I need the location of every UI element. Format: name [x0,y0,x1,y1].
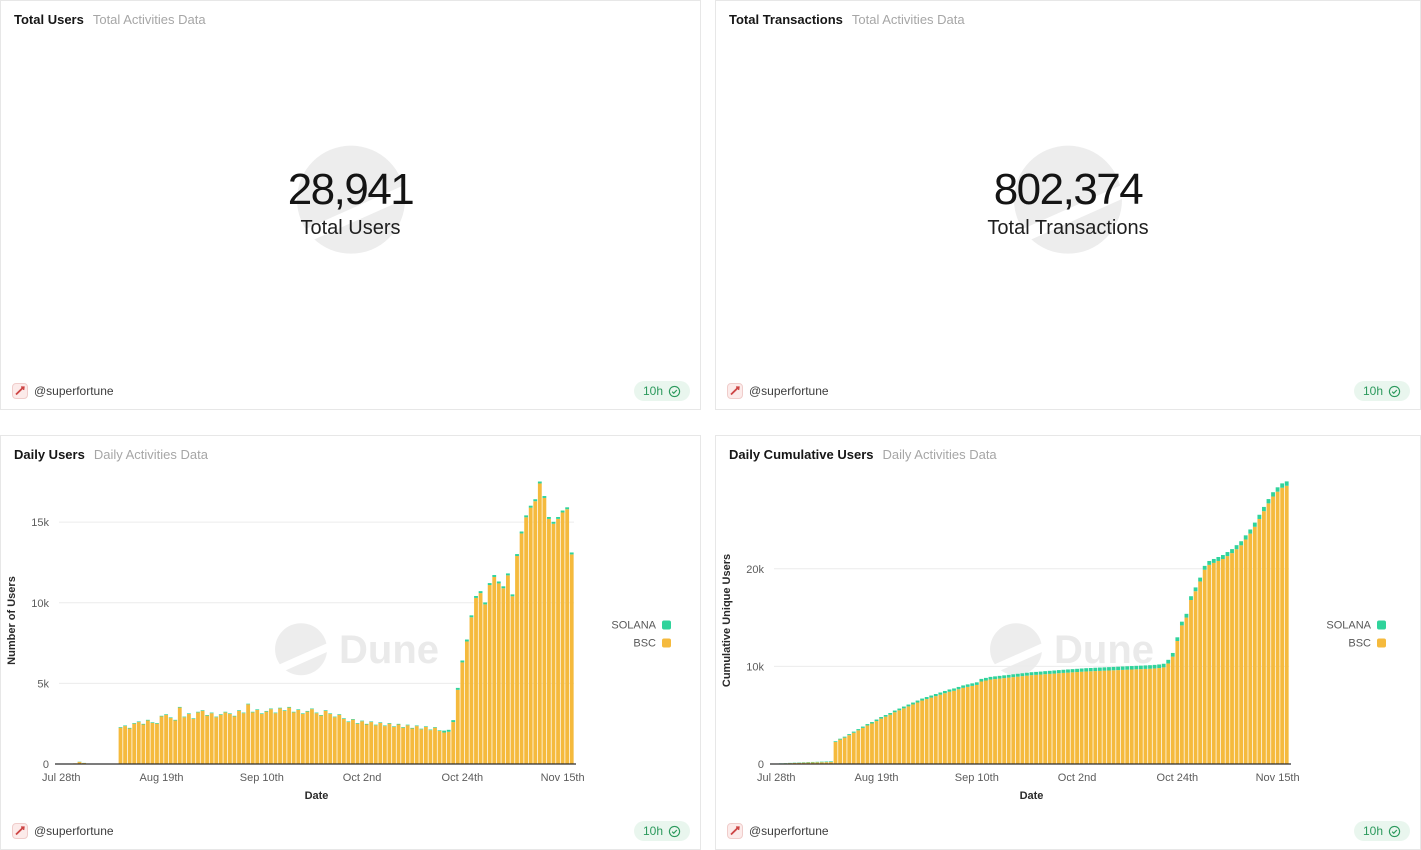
widget-header: Total Users Total Activities Data [1,1,700,32]
widget-daily-users: Daily Users Daily Activities Data Dune 0 5… [0,435,701,850]
daily-cumulative-users-bar-chart[interactable]: Dune 0 10k 20k Jul 28th Aug 19th Sep 10th Oct 2… [716,467,1415,812]
widget-title-link[interactable]: Total Users [14,12,84,27]
author-link[interactable]: @superfortune [12,383,114,399]
author-handle: @superfortune [34,824,114,838]
author-avatar-icon [12,823,28,839]
widget-subtitle: Total Activities Data [851,12,965,27]
chart-area: Dune 0 5k 10k 15k Jul 28th Aug 19th Sep 10th Oct… [1,467,700,815]
svg-text:SOLANA: SOLANA [1326,620,1371,632]
svg-text:Nov 15th: Nov 15th [541,772,585,784]
refresh-age-badge[interactable]: 10h [1353,821,1410,841]
svg-text:Dune: Dune [339,628,439,672]
verified-check-icon [1388,385,1401,397]
widget-title-link[interactable]: Daily Cumulative Users [729,447,874,462]
refresh-age-text: 10h [642,824,663,838]
svg-text:SOLANA: SOLANA [611,620,656,632]
svg-text:Dune: Dune [1054,628,1154,672]
svg-text:10k: 10k [746,661,764,673]
widget-daily-cumulative-users: Daily Cumulative Users Daily Activities … [715,435,1421,850]
author-handle: @superfortune [749,824,829,838]
widget-header: Total Transactions Total Activities Data [716,1,1420,32]
svg-text:Oct 2nd: Oct 2nd [343,772,382,784]
verified-check-icon [1388,825,1401,837]
svg-text:Sep 10th: Sep 10th [955,772,999,784]
chart-area: Dune 0 10k 20k Jul 28th Aug 19th Sep 10th Oct 2… [716,467,1420,815]
author-link[interactable]: @superfortune [727,823,829,839]
svg-text:Aug 19th: Aug 19th [140,772,184,784]
refresh-age-badge[interactable]: 10h [633,381,690,401]
author-link[interactable]: @superfortune [727,383,829,399]
svg-text:10k: 10k [31,598,49,610]
svg-text:15k: 15k [31,517,49,529]
svg-text:BSC: BSC [1348,638,1371,650]
refresh-age-badge[interactable]: 10h [633,821,690,841]
author-handle: @superfortune [34,384,114,398]
widget-footer: @superfortune 10h [1,815,700,849]
svg-text:Jul 28th: Jul 28th [42,772,81,784]
author-avatar-icon [727,823,743,839]
widget-footer: @superfortune 10h [716,815,1420,849]
refresh-age-badge[interactable]: 10h [1353,381,1410,401]
svg-text:Jul 28th: Jul 28th [757,772,796,784]
widget-subtitle: Total Activities Data [92,12,206,27]
verified-check-icon [668,385,681,397]
svg-text:0: 0 [758,759,764,771]
counter-label: Total Transactions [987,217,1149,240]
counter-area: 28,941 Total Users [1,32,700,375]
svg-text:20k: 20k [746,564,764,576]
refresh-age-text: 10h [642,384,663,398]
widget-subtitle: Daily Activities Data [882,447,997,462]
refresh-age-text: 10h [1362,824,1383,838]
widget-header: Daily Users Daily Activities Data [1,436,700,467]
refresh-age-text: 10h [1362,384,1383,398]
counter-label: Total Users [300,217,401,240]
widget-total-transactions: Total Transactions Total Activities Data… [715,0,1421,410]
daily-users-bar-chart[interactable]: Dune 0 5k 10k 15k Jul 28th Aug 19th Sep 10th Oct… [1,467,700,812]
author-handle: @superfortune [749,384,829,398]
svg-text:Number of Users: Number of Users [6,576,18,665]
widget-total-users: Total Users Total Activities Data 28,941… [0,0,701,410]
widget-header: Daily Cumulative Users Daily Activities … [716,436,1420,467]
counter-value: 802,374 [993,164,1144,214]
svg-text:Nov 15th: Nov 15th [1256,772,1300,784]
widget-subtitle: Daily Activities Data [93,447,208,462]
widget-title-link[interactable]: Total Transactions [729,12,843,27]
widget-footer: @superfortune 10h [1,375,700,409]
counter-value: 28,941 [287,164,415,214]
author-link[interactable]: @superfortune [12,823,114,839]
svg-text:Oct 2nd: Oct 2nd [1058,772,1097,784]
svg-text:Cumulative Unique Users: Cumulative Unique Users [721,554,733,687]
dune-watermark-logo [296,145,405,254]
svg-text:Date: Date [1020,790,1044,802]
widget-title-link[interactable]: Daily Users [14,447,85,462]
svg-text:Sep 10th: Sep 10th [240,772,284,784]
dune-watermark-logo [1014,145,1122,254]
svg-text:Oct 24th: Oct 24th [442,772,484,784]
verified-check-icon [668,825,681,837]
widget-footer: @superfortune 10h [716,375,1420,409]
counter-area: 802,374 Total Transactions [716,32,1420,375]
svg-text:Date: Date [305,790,329,802]
author-avatar-icon [12,383,28,399]
author-avatar-icon [727,383,743,399]
svg-text:BSC: BSC [633,638,656,650]
svg-text:Aug 19th: Aug 19th [855,772,899,784]
svg-text:Oct 24th: Oct 24th [1157,772,1199,784]
svg-text:0: 0 [43,759,49,771]
svg-text:5k: 5k [37,678,49,690]
